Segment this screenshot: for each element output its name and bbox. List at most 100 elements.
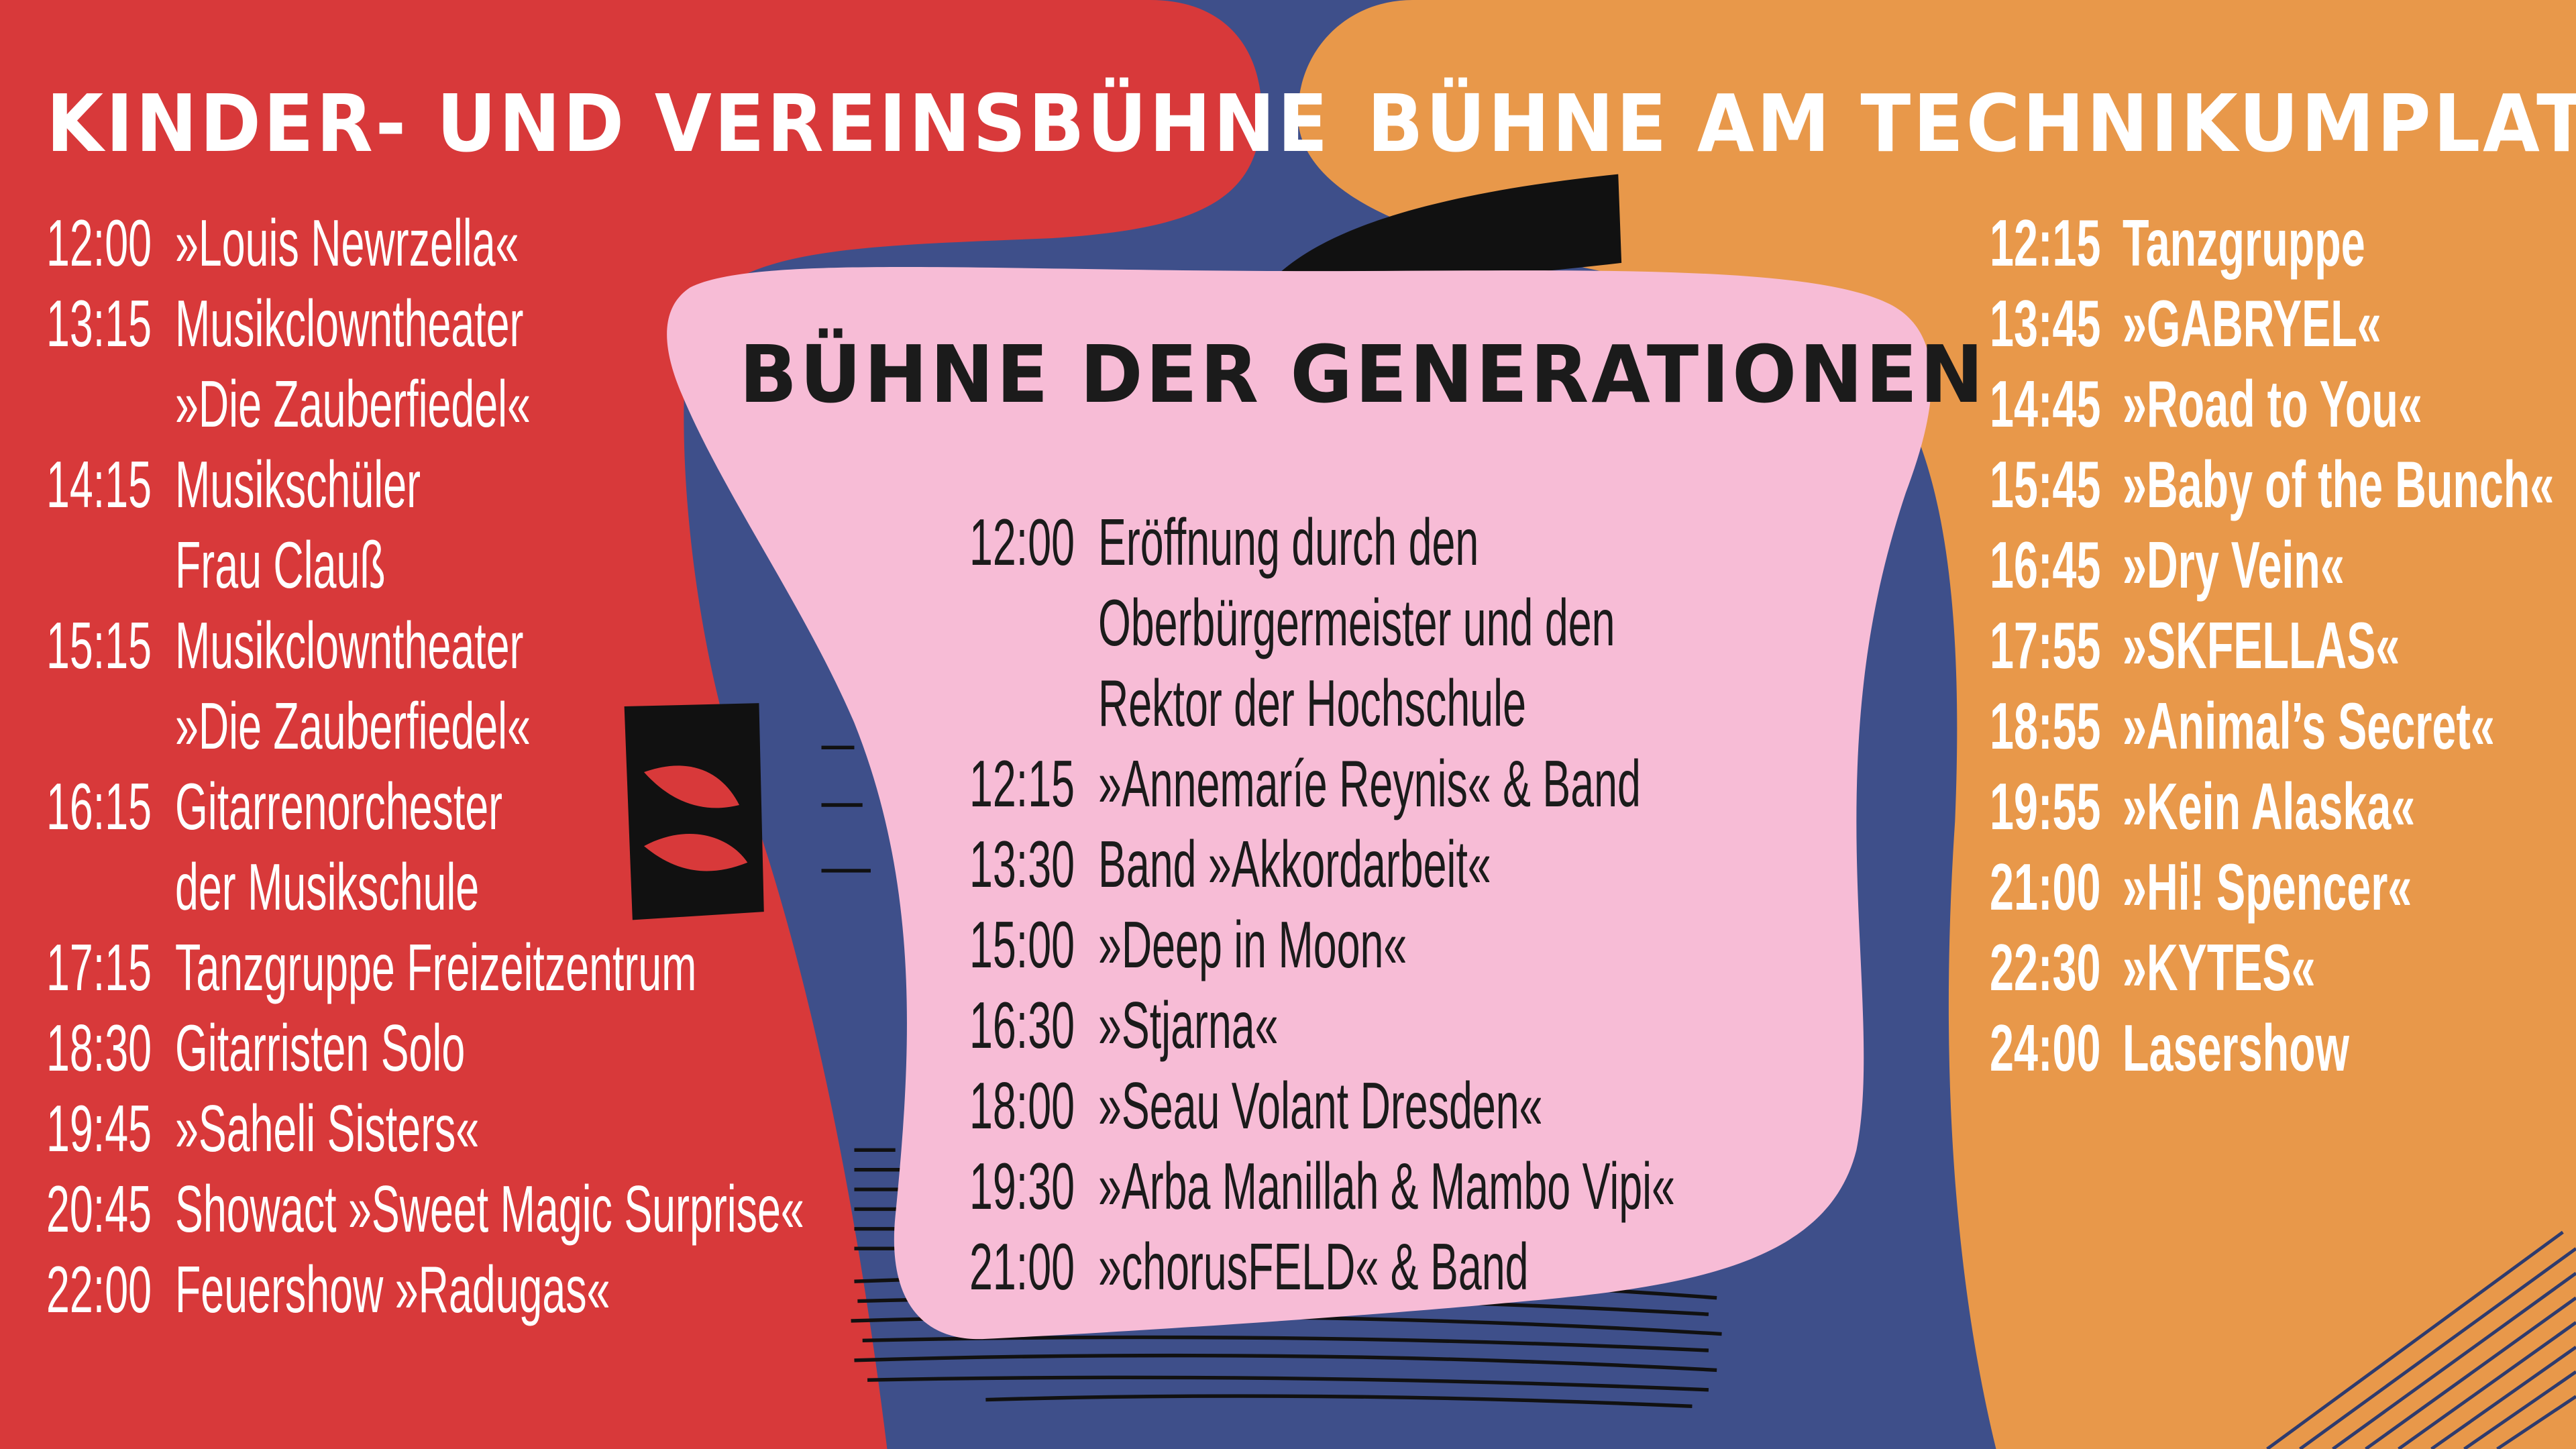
- pink-blob: [667, 266, 1932, 1340]
- entry-time: 13:15: [46, 286, 152, 360]
- schedule-entry: 12:00 »Louis Newrzella«: [46, 203, 804, 283]
- entry-time: 19:55: [1990, 769, 2101, 843]
- schedule-entry: Oberbürgermeister und den: [969, 582, 1675, 663]
- schedule-entry: 17:55 »SKFELLAS«: [1990, 605, 2554, 686]
- schedule-entry: »Die Zauberfiedel«: [46, 364, 804, 444]
- schedule-entry: 17:15 Tanzgruppe Freizeitzentrum: [46, 927, 804, 1008]
- entry-time: 12:15: [969, 747, 1075, 820]
- entry-act: »Hi! Spencer«: [2123, 850, 2412, 924]
- entry-act: »Saheli Sisters«: [175, 1091, 480, 1165]
- schedule-entry: »Die Zauberfiedel«: [46, 686, 804, 766]
- entry-time: 21:00: [969, 1230, 1075, 1303]
- entry-act: »Deep in Moon«: [1098, 908, 1407, 981]
- entry-act: »GABRYEL«: [2123, 286, 2381, 360]
- entry-time: [46, 847, 175, 927]
- entry-time: 13:45: [1990, 286, 2101, 360]
- entry-time: [969, 663, 1098, 743]
- stage-title-generationen: BÜHNE DER GENERATIONEN: [739, 328, 1986, 421]
- entry-act: Tanzgruppe Freizeitzentrum: [175, 930, 697, 1004]
- entry-act: »Stjarna«: [1098, 988, 1279, 1062]
- entry-act: »chorusFELD« & Band: [1098, 1230, 1529, 1303]
- entry-time: 22:30: [1990, 930, 2101, 1004]
- entry-act: Oberbürgermeister und den: [1098, 586, 1615, 659]
- schedule-entry: 22:00 Feuershow »Radugas«: [46, 1249, 804, 1330]
- entry-time: 12:00: [46, 206, 152, 280]
- entry-act: »Die Zauberfiedel«: [175, 689, 531, 763]
- entry-act: Band »Akkordarbeit«: [1098, 827, 1491, 901]
- entry-time: [46, 525, 175, 605]
- schedule-entry: 13:15 Musikclowntheater: [46, 283, 804, 364]
- schedule-entry: 16:30 »Stjarna«: [969, 985, 1675, 1065]
- schedule-entry: 15:15 Musikclowntheater: [46, 605, 804, 686]
- hatching-lines: [2266, 1230, 2576, 1449]
- entry-time: 18:30: [46, 1011, 152, 1085]
- schedule-entry: 16:15 Gitarrenorchester: [46, 766, 804, 847]
- stage-title-technikumplatz: BÜHNE AM TECHNIKUMPLATZ: [1367, 77, 2576, 170]
- entry-time: 12:00: [969, 505, 1075, 579]
- entry-time: 19:30: [969, 1149, 1075, 1223]
- orange-blob: [1297, 0, 2576, 1449]
- entry-act: Tanzgruppe: [2123, 206, 2365, 280]
- schedule-entry: 15:45 »Baby of the Bunch«: [1990, 444, 2554, 525]
- schedule-entry: 13:30 Band »Akkordarbeit«: [969, 824, 1675, 904]
- entry-act: Musikclowntheater: [175, 608, 524, 682]
- entry-time: 16:15: [46, 769, 152, 843]
- entry-act: Lasershow: [2123, 1011, 2349, 1085]
- entry-act: »Baby of the Bunch«: [2123, 447, 2555, 521]
- stage-title-kinder-vereinsbuehne: KINDER- UND VEREINSBÜHNE: [46, 77, 1331, 170]
- schedule-entry: 16:45 »Dry Vein«: [1990, 525, 2554, 605]
- entry-act: »Animal’s Secret«: [2123, 689, 2495, 763]
- schedule-entry: 21:00 »chorusFELD« & Band: [969, 1226, 1675, 1307]
- entry-act: »KYTES«: [2123, 930, 2316, 1004]
- entry-time: 13:30: [969, 827, 1075, 901]
- schedule-entry: 12:00 Eröffnung durch den: [969, 502, 1675, 582]
- schedule-entry: 12:15 Tanzgruppe: [1990, 203, 2554, 283]
- schedule-entry: 19:55 »Kein Alaska«: [1990, 766, 2554, 847]
- entry-time: [46, 686, 175, 766]
- entry-act: »Arba Manillah & Mambo Vipi«: [1098, 1149, 1675, 1223]
- entry-act: Gitarrenorchester: [175, 769, 503, 843]
- entry-act: »Louis Newrzella«: [175, 206, 519, 280]
- entry-time: 17:15: [46, 930, 152, 1004]
- entry-time: 15:45: [1990, 447, 2101, 521]
- entry-act: Eröffnung durch den: [1098, 505, 1479, 579]
- schedule-entry: 18:00 »Seau Volant Dresden«: [969, 1065, 1675, 1146]
- schedule-entry: 14:15 Musikschüler: [46, 444, 804, 525]
- entry-act: »Annemaríe Reynis« & Band: [1098, 747, 1641, 820]
- entry-time: 21:00: [1990, 850, 2101, 924]
- schedule-entry: 18:55 »Animal’s Secret«: [1990, 686, 2554, 766]
- schedule-entry: 18:30 Gitarristen Solo: [46, 1008, 804, 1088]
- schedule-entry: 12:15 »Annemaríe Reynis« & Band: [969, 743, 1675, 824]
- entry-act: Showact »Sweet Magic Surprise«: [175, 1172, 804, 1246]
- entry-act: »Road to You«: [2123, 367, 2422, 441]
- schedule-entry: Rektor der Hochschule: [969, 663, 1675, 743]
- entry-act: »Die Zauberfiedel«: [175, 367, 531, 441]
- entry-time: 17:55: [1990, 608, 2101, 682]
- entry-act: »SKFELLAS«: [2123, 608, 2400, 682]
- entry-time: 19:45: [46, 1091, 152, 1165]
- schedule-entry: 13:45 »GABRYEL«: [1990, 283, 2554, 364]
- entry-act: Musikschüler: [175, 447, 421, 521]
- entry-act: Rektor der Hochschule: [1098, 666, 1526, 740]
- entry-time: 18:55: [1990, 689, 2101, 763]
- schedule-entry: 21:00 »Hi! Spencer«: [1990, 847, 2554, 927]
- entry-act: Musikclowntheater: [175, 286, 524, 360]
- entry-act: Feuershow »Radugas«: [175, 1252, 610, 1326]
- entry-act: »Seau Volant Dresden«: [1098, 1069, 1543, 1142]
- schedule-entry: 20:45 Showact »Sweet Magic Surprise«: [46, 1169, 804, 1249]
- schedule-kinder-vereinsbuehne: 12:00 »Louis Newrzella« 13:15 Musikclownthe…: [46, 203, 804, 1330]
- entry-time: 15:15: [46, 608, 152, 682]
- black-top-shape: [1265, 174, 1622, 288]
- schedule-technikumplatz: 12:15 Tanzgruppe 13:45 »GABRYEL« 14:45 »Road …: [1990, 203, 2554, 1088]
- schedule-entry: 24:00 Lasershow: [1990, 1008, 2554, 1088]
- entry-act: »Kein Alaska«: [2123, 769, 2416, 843]
- entry-act: Gitarristen Solo: [175, 1011, 466, 1085]
- entry-time: 24:00: [1990, 1011, 2101, 1085]
- black-leaf-shape: [624, 703, 764, 920]
- schedule-entry: 19:30 »Arba Manillah & Mambo Vipi«: [969, 1146, 1675, 1226]
- schedule-entry: 14:45 »Road to You«: [1990, 364, 2554, 444]
- entry-time: 22:00: [46, 1252, 152, 1326]
- schedule-entry: 15:00 »Deep in Moon«: [969, 904, 1675, 985]
- entry-act: der Musikschule: [175, 850, 480, 924]
